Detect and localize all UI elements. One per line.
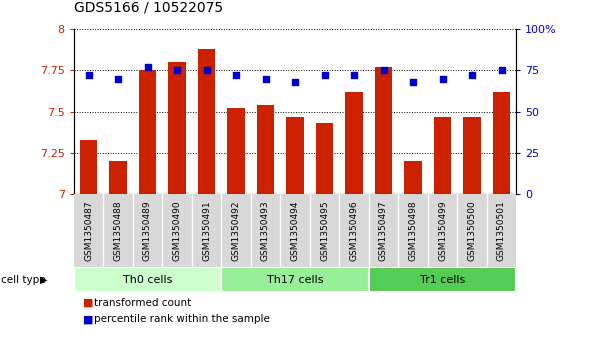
Text: GSM1350492: GSM1350492	[231, 200, 241, 261]
Point	[290, 79, 300, 85]
Bar	[345, 92, 363, 194]
Text: transformed count: transformed count	[94, 298, 192, 308]
Bar	[369, 267, 516, 292]
Text: percentile rank within the sample: percentile rank within the sample	[94, 314, 270, 325]
Point	[320, 72, 329, 78]
Point	[84, 72, 93, 78]
Point	[408, 79, 418, 85]
Point	[113, 76, 123, 81]
Text: GSM1350500: GSM1350500	[467, 200, 477, 261]
Bar	[434, 117, 451, 194]
Text: ▶: ▶	[40, 274, 48, 285]
Text: GSM1350488: GSM1350488	[113, 200, 123, 261]
Point	[467, 72, 477, 78]
Bar	[257, 105, 274, 194]
Bar	[375, 67, 392, 194]
Point	[231, 72, 241, 78]
Point	[172, 68, 182, 73]
Point	[202, 68, 211, 73]
Bar	[493, 92, 510, 194]
Bar	[139, 70, 156, 194]
Text: cell type: cell type	[1, 274, 45, 285]
Bar	[74, 267, 221, 292]
Bar	[227, 108, 245, 194]
Text: Th17 cells: Th17 cells	[267, 274, 323, 285]
Text: GDS5166 / 10522075: GDS5166 / 10522075	[74, 0, 223, 15]
Text: GSM1350499: GSM1350499	[438, 200, 447, 261]
Text: ■: ■	[83, 314, 93, 325]
Bar	[404, 161, 422, 194]
Text: ■: ■	[83, 298, 93, 308]
Bar	[221, 267, 369, 292]
Point	[379, 68, 388, 73]
Text: GSM1350489: GSM1350489	[143, 200, 152, 261]
Text: Th0 cells: Th0 cells	[123, 274, 172, 285]
Text: GSM1350497: GSM1350497	[379, 200, 388, 261]
Point	[438, 76, 447, 81]
Bar	[198, 49, 215, 194]
Point	[261, 76, 270, 81]
Point	[349, 72, 359, 78]
Bar	[286, 117, 304, 194]
Bar	[109, 161, 127, 194]
Text: GSM1350496: GSM1350496	[349, 200, 359, 261]
Text: Tr1 cells: Tr1 cells	[420, 274, 465, 285]
Bar	[168, 62, 186, 194]
Bar	[316, 123, 333, 194]
Text: GSM1350495: GSM1350495	[320, 200, 329, 261]
Text: GSM1350493: GSM1350493	[261, 200, 270, 261]
Text: GSM1350490: GSM1350490	[172, 200, 182, 261]
Bar	[80, 140, 97, 194]
Text: GSM1350501: GSM1350501	[497, 200, 506, 261]
Text: GSM1350487: GSM1350487	[84, 200, 93, 261]
Bar	[463, 117, 481, 194]
Text: GSM1350494: GSM1350494	[290, 200, 300, 261]
Point	[143, 64, 152, 70]
Text: GSM1350498: GSM1350498	[408, 200, 418, 261]
Point	[497, 68, 506, 73]
Text: GSM1350491: GSM1350491	[202, 200, 211, 261]
